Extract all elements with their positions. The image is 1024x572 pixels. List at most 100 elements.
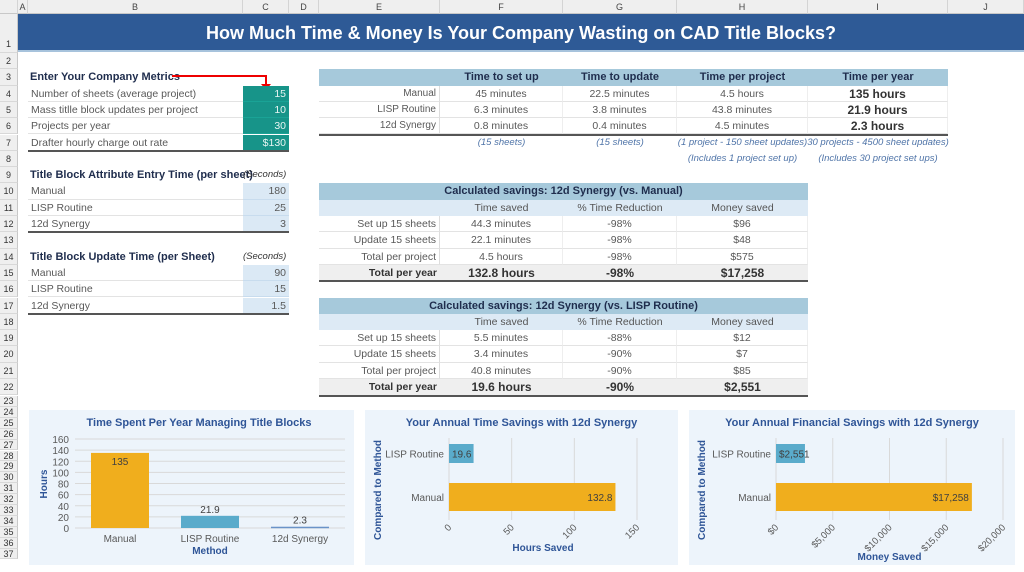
row-header-34[interactable]: 34 [0, 515, 18, 527]
metric-input[interactable]: 10 [243, 101, 289, 119]
time-note: (15 sheets) [477, 136, 526, 148]
row-header-10[interactable]: 10 [0, 183, 18, 200]
savings-cell: 5.5 minutes [440, 330, 563, 347]
row-header-15[interactable]: 15 [0, 264, 18, 282]
row-header-9[interactable]: 9 [0, 167, 18, 184]
row-header-7[interactable]: 7 [0, 134, 18, 151]
bar-manual [776, 483, 972, 511]
table-border [28, 231, 289, 234]
row-header-3[interactable]: 3 [0, 69, 18, 86]
metric-label: Drafter hourly charge out rate [28, 135, 243, 151]
chart-1[interactable]: Your Annual Time Savings with 12d Synerg… [365, 410, 678, 565]
update_time-input[interactable]: 1.5 [243, 297, 289, 314]
savings-total-cell: 132.8 hours [440, 264, 563, 282]
row-header-17[interactable]: 17 [0, 297, 18, 314]
x-tick-label: LISP Routine [181, 534, 240, 545]
row-header-18[interactable]: 18 [0, 313, 18, 331]
row-header-29[interactable]: 29 [0, 461, 18, 473]
data-label: 21.9 [200, 505, 220, 516]
select-all-corner[interactable] [0, 0, 18, 14]
entry_time-input[interactable]: 25 [243, 199, 289, 216]
entry_time-input[interactable]: 180 [243, 183, 289, 200]
row-header-16[interactable]: 16 [0, 281, 18, 298]
row-header-8[interactable]: 8 [0, 150, 18, 168]
table-border [319, 280, 808, 283]
column-header-F[interactable]: F [440, 0, 563, 14]
row-header-26[interactable]: 26 [0, 428, 18, 440]
column-header-E[interactable]: E [319, 0, 440, 14]
row-header-20[interactable]: 20 [0, 346, 18, 363]
column-header-I[interactable]: I [808, 0, 948, 14]
x-tick-label: $10,000 [863, 522, 895, 554]
update_time-input[interactable]: 90 [243, 264, 289, 282]
row-header-22[interactable]: 22 [0, 379, 18, 396]
x-tick-label: 0 [443, 522, 455, 534]
time-cell: 6.3 minutes [440, 101, 563, 119]
time-cell: 0.8 minutes [440, 118, 563, 135]
row-header-30[interactable]: 30 [0, 472, 18, 484]
arrow-icon-stem [265, 75, 267, 85]
y-tick-label: 160 [52, 435, 69, 446]
row-header-19[interactable]: 19 [0, 330, 18, 347]
time-cell: 2.3 hours [808, 118, 948, 135]
time-row-label: Manual [319, 85, 440, 102]
savings-header: Time saved [440, 313, 563, 331]
update_time-unit: (Seconds) [243, 250, 287, 262]
row-header-35[interactable]: 35 [0, 526, 18, 538]
metric-input[interactable]: 15 [243, 85, 289, 102]
row-header-25[interactable]: 25 [0, 417, 18, 429]
row-header-31[interactable]: 31 [0, 483, 18, 495]
y-tick-label: Manual [738, 493, 771, 504]
column-header-G[interactable]: G [563, 0, 677, 14]
row-header-23[interactable]: 23 [0, 396, 18, 407]
entry_time-label: Manual [28, 183, 243, 200]
row-header-12[interactable]: 12 [0, 216, 18, 233]
y-tick-label: 120 [52, 457, 69, 468]
column-header-J[interactable]: J [948, 0, 1024, 14]
y-tick-label: 140 [52, 446, 69, 457]
row-header-24[interactable]: 24 [0, 406, 18, 418]
chart-2[interactable]: Your Annual Financial Savings with 12d S… [689, 410, 1015, 565]
x-axis-title: Hours Saved [512, 543, 573, 554]
time-note: (Includes 1 project set up) [687, 152, 798, 164]
row-header-2[interactable]: 2 [0, 53, 18, 70]
column-header-B[interactable]: B [28, 0, 243, 14]
bar-lisp-routine [181, 515, 239, 528]
row-header-14[interactable]: 14 [0, 248, 18, 265]
savings-total-cell: $2,551 [677, 379, 808, 396]
savings-header: % Time Reduction [563, 313, 677, 331]
savings-cell: $96 [677, 216, 808, 233]
column-header-C[interactable]: C [243, 0, 289, 14]
metrics-heading: Enter Your Company Metrics [30, 71, 180, 84]
row-header-13[interactable]: 13 [0, 232, 18, 249]
y-tick-label: 60 [58, 491, 70, 502]
savings-header: % Time Reduction [563, 199, 677, 216]
row-header-5[interactable]: 5 [0, 101, 18, 119]
time-cell: 45 minutes [440, 85, 563, 102]
column-header-D[interactable]: D [289, 0, 319, 14]
entry_time-label: LISP Routine [28, 200, 243, 216]
row-header-6[interactable]: 6 [0, 118, 18, 135]
row-header-28[interactable]: 28 [0, 450, 18, 462]
row-header-21[interactable]: 21 [0, 362, 18, 379]
row-header-37[interactable]: 37 [0, 548, 18, 560]
row-header-1[interactable]: 1 [0, 14, 18, 53]
column-header-A[interactable]: A [18, 0, 28, 14]
time-cell: 21.9 hours [808, 101, 948, 119]
row-header-32[interactable]: 32 [0, 494, 18, 505]
time-row-label: LISP Routine [319, 101, 440, 119]
row-header-4[interactable]: 4 [0, 85, 18, 102]
update_time-input[interactable]: 15 [243, 281, 289, 298]
row-header-27[interactable]: 27 [0, 439, 18, 451]
chart-0[interactable]: Time Spent Per Year Managing Title Block… [29, 410, 354, 565]
metric-input[interactable]: $130 [243, 134, 289, 151]
x-tick-label: 100 [560, 522, 579, 541]
savings-cell: $48 [677, 232, 808, 249]
row-header-36[interactable]: 36 [0, 537, 18, 549]
column-header-H[interactable]: H [677, 0, 808, 14]
row-header-33[interactable]: 33 [0, 505, 18, 516]
entry_time-input[interactable]: 3 [243, 216, 289, 233]
metric-input[interactable]: 30 [243, 118, 289, 135]
row-header-11[interactable]: 11 [0, 199, 18, 216]
savings-row-label: Set up 15 sheets [319, 330, 440, 347]
